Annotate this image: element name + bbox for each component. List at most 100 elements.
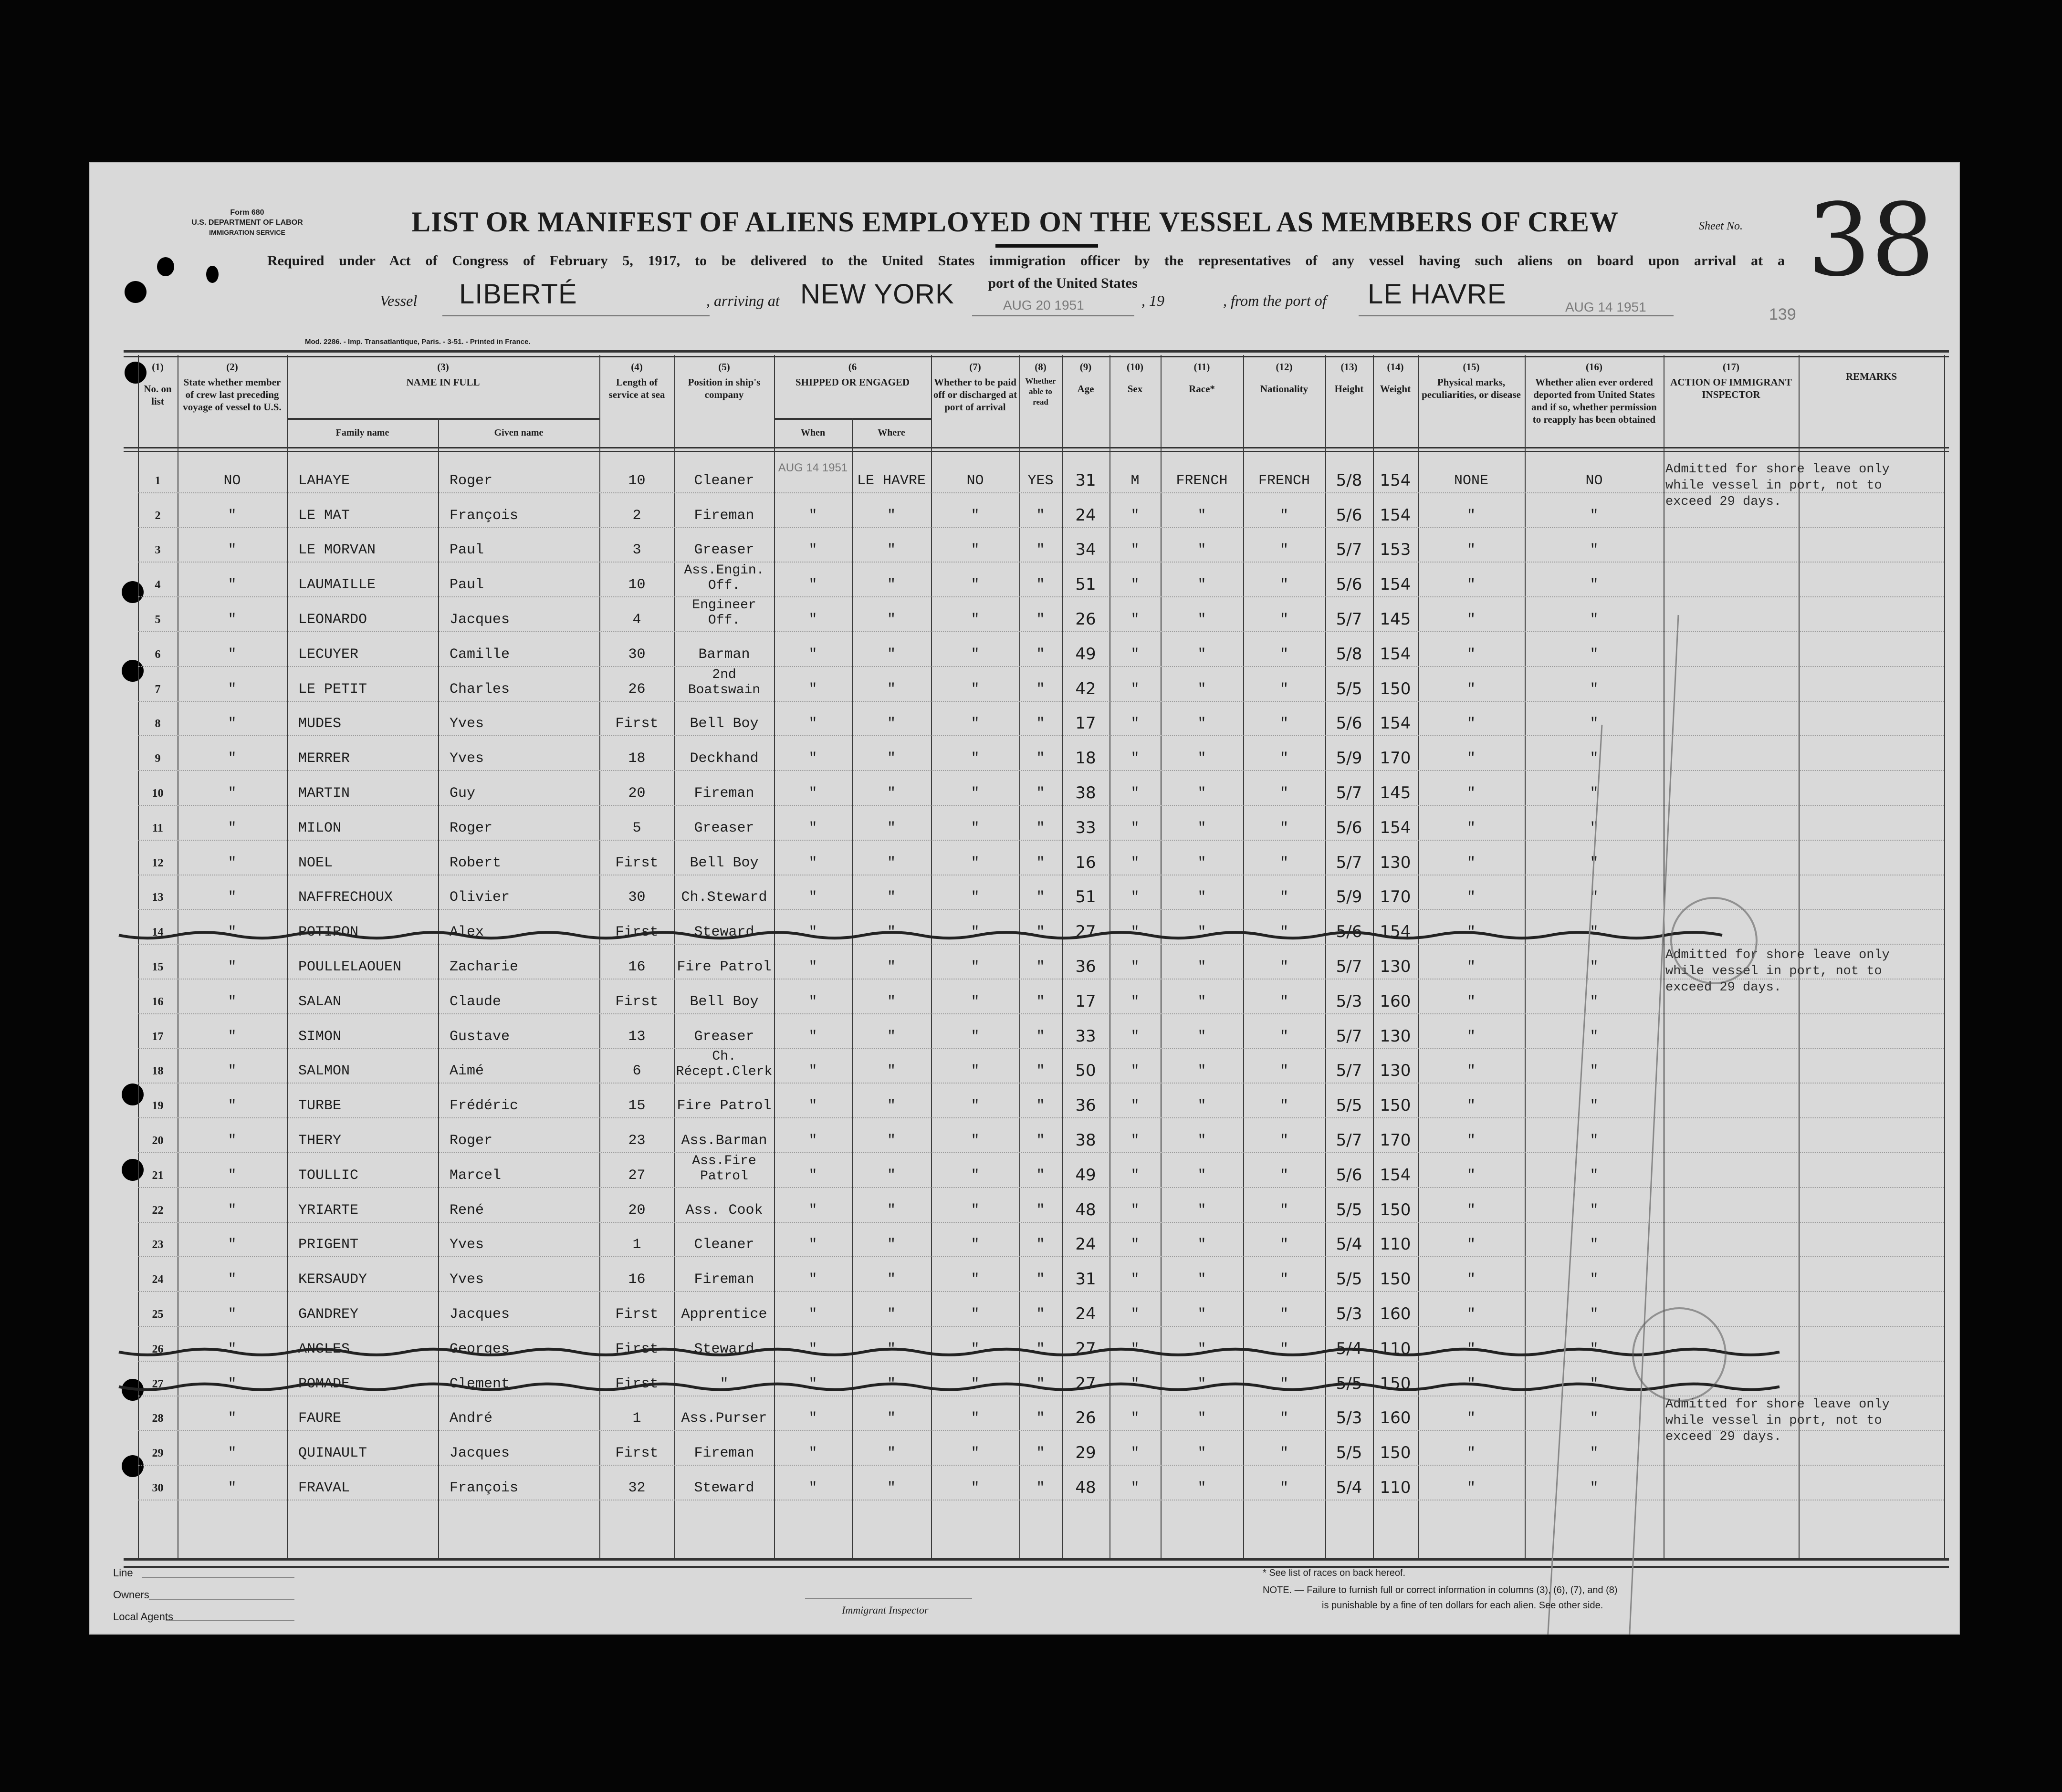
footer-line-label: Line xyxy=(113,1567,133,1579)
height: 5/6 xyxy=(1336,714,1362,733)
age: 29 xyxy=(1075,1443,1096,1463)
position: Ch.Steward xyxy=(681,889,767,906)
given-name: Camille xyxy=(450,646,510,663)
given-name: Frédéric xyxy=(450,1098,519,1115)
age: 49 xyxy=(1075,644,1096,664)
family-name: THERY xyxy=(298,1133,342,1149)
family-name: MILON xyxy=(298,820,342,836)
able-to-read: " xyxy=(1036,1445,1045,1462)
family-name: FAURE xyxy=(298,1410,342,1427)
weight: 150 xyxy=(1380,1443,1411,1463)
family-name: POTIRON xyxy=(298,924,359,941)
consulate-stamp xyxy=(1670,897,1758,984)
deported: NO xyxy=(1585,472,1603,489)
given-name: Guy xyxy=(450,785,476,802)
sex: " xyxy=(1130,1028,1140,1045)
height: 5/4 xyxy=(1336,1478,1362,1497)
previous-voyage: " xyxy=(228,1480,237,1496)
physical-marks: " xyxy=(1466,1445,1476,1462)
length-of-service: First xyxy=(615,1306,659,1323)
previous-voyage: " xyxy=(228,854,237,871)
age: 48 xyxy=(1075,1478,1096,1497)
nationality: " xyxy=(1279,1098,1288,1115)
age: 33 xyxy=(1075,818,1096,837)
deported: " xyxy=(1590,1098,1599,1115)
paid-off: " xyxy=(971,1306,980,1323)
note-label: NOTE. — xyxy=(1263,1585,1304,1595)
sex: " xyxy=(1130,1098,1140,1115)
row-number: 29 xyxy=(152,1447,164,1460)
shipped-when: " xyxy=(808,785,817,802)
row-number: 4 xyxy=(155,579,161,592)
given-name: Jacques xyxy=(450,1445,510,1462)
column-label: Length of service at sea xyxy=(608,376,665,400)
deported: " xyxy=(1590,1133,1599,1149)
able-to-read: " xyxy=(1036,542,1045,559)
able-to-read: " xyxy=(1036,1237,1045,1253)
weight: 150 xyxy=(1380,1096,1411,1115)
column-label: No. on list xyxy=(144,383,172,407)
column-number: (15) xyxy=(1463,361,1480,373)
nationality: " xyxy=(1279,716,1288,732)
position: Engineer Off. xyxy=(692,598,756,628)
length-of-service: 6 xyxy=(632,1063,641,1080)
row-rule xyxy=(138,1187,1944,1188)
row-number: 13 xyxy=(152,891,164,904)
nationality: " xyxy=(1279,924,1288,941)
race: " xyxy=(1197,1237,1206,1253)
given-name: Olivier xyxy=(450,889,510,906)
sex: " xyxy=(1130,1306,1140,1323)
table-top-rule xyxy=(124,356,1949,357)
physical-marks: " xyxy=(1466,1098,1476,1115)
subheader-family-name: Family name xyxy=(335,427,389,438)
paid-off: " xyxy=(971,681,980,698)
age: 31 xyxy=(1075,1270,1096,1289)
header-bottom-rule xyxy=(124,447,1949,448)
age: 34 xyxy=(1075,540,1096,560)
race: " xyxy=(1197,820,1206,836)
position: Barman xyxy=(698,646,750,663)
immigrant-inspector-signature-label: Immigrant Inspector xyxy=(842,1604,929,1616)
height: 5/7 xyxy=(1336,853,1362,872)
vessel-label: Vessel xyxy=(380,292,418,309)
shipped-where: " xyxy=(887,959,896,975)
column-divider xyxy=(1373,355,1374,1558)
race: " xyxy=(1197,959,1206,975)
weight: 170 xyxy=(1380,749,1411,768)
able-to-read: " xyxy=(1036,1167,1045,1184)
height: 5/7 xyxy=(1336,783,1362,802)
header-shipped-or-engaged: (6 SHIPPED OR ENGAGED xyxy=(775,361,930,388)
position: Bell Boy xyxy=(690,993,759,1010)
sex: " xyxy=(1130,1271,1140,1288)
row-rule xyxy=(138,839,1944,841)
given-name: Aimé xyxy=(450,1063,484,1080)
weight: 130 xyxy=(1380,1061,1411,1081)
age: 24 xyxy=(1075,1235,1096,1254)
physical-marks: " xyxy=(1466,646,1476,663)
column-divider xyxy=(774,355,775,1558)
header-name-in-full: (3) NAME IN FULL xyxy=(288,361,598,388)
arrival-date-stamp: AUG 20 1951 xyxy=(1003,298,1084,313)
physical-marks: " xyxy=(1466,507,1476,524)
column-divider xyxy=(1161,355,1162,1558)
position: Fireman xyxy=(694,1445,754,1462)
fine-note: NOTE. — Failure to furnish full or corre… xyxy=(1263,1584,1618,1596)
physical-marks: " xyxy=(1466,1063,1476,1080)
row-rule xyxy=(138,492,1944,493)
paid-off: " xyxy=(971,889,980,906)
able-to-read: " xyxy=(1036,750,1045,767)
sex: M xyxy=(1130,472,1140,489)
family-name: LEONARDO xyxy=(298,612,367,628)
physical-marks: " xyxy=(1466,820,1476,836)
shipped-when: " xyxy=(808,1271,817,1288)
able-to-read: " xyxy=(1036,785,1045,802)
deported: " xyxy=(1590,1237,1599,1253)
sex: " xyxy=(1130,1063,1140,1080)
length-of-service: 5 xyxy=(632,820,641,836)
position: Fireman xyxy=(694,1271,754,1288)
height: 5/6 xyxy=(1336,575,1362,594)
able-to-read: " xyxy=(1036,612,1045,628)
position: Greaser xyxy=(694,542,754,559)
deported: " xyxy=(1590,681,1599,698)
race: " xyxy=(1197,854,1206,871)
